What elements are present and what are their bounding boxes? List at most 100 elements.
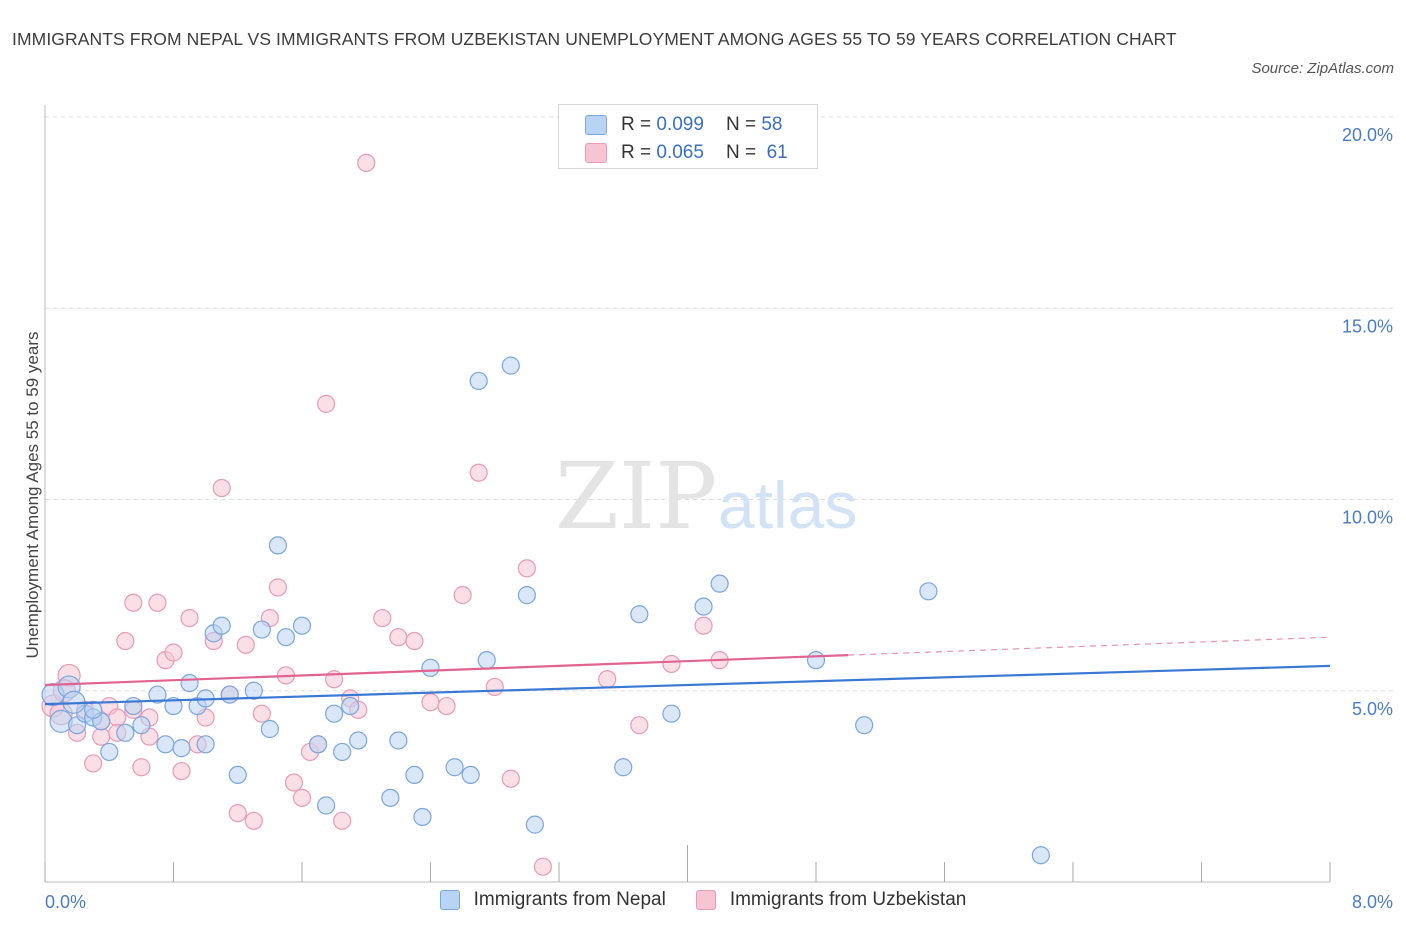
watermark-atlas: atlas xyxy=(718,468,857,542)
y-axis-label: Unemployment Among Ages 55 to 59 years xyxy=(23,332,42,659)
nepal-point-56 xyxy=(196,735,215,754)
uzbek-point-30 xyxy=(284,773,304,792)
uzbek-point-5 xyxy=(84,754,103,773)
uzbek-point-48 xyxy=(501,769,520,788)
nepal-point-33 xyxy=(381,788,400,807)
uzbek-point-51 xyxy=(598,670,617,689)
uzbek-point-21 xyxy=(212,478,231,498)
legend-swatch-uzbek xyxy=(585,143,607,163)
y-tick-label-0: 5.0% xyxy=(1352,699,1393,719)
y-tick-label-1: 10.0% xyxy=(1342,508,1393,528)
nepal-point-49 xyxy=(710,574,729,593)
uzbek-point-41 xyxy=(389,628,408,647)
uzbek-point-39 xyxy=(357,153,376,172)
nepal-point-43 xyxy=(517,586,536,605)
nepal-point-55 xyxy=(124,696,143,716)
uzbek-point-28 xyxy=(268,578,288,597)
uzbek-point-50 xyxy=(533,857,553,876)
uzbek-point-36 xyxy=(333,811,352,830)
nepal-point-40 xyxy=(469,371,488,391)
nepal-point-11 xyxy=(156,735,175,754)
nepal-point-54 xyxy=(84,700,103,719)
uzbek-point-17 xyxy=(180,608,199,628)
uzbek-point-49 xyxy=(517,559,536,578)
uzbek-point-44 xyxy=(437,696,456,716)
legend-row-nepal: R = 0.099 N = 58 xyxy=(585,113,782,137)
nepal-point-44 xyxy=(525,815,545,834)
uzbek-point-23 xyxy=(228,804,247,823)
nepal-point-37 xyxy=(421,658,440,677)
nepal-point-10 xyxy=(148,685,167,704)
uzbek-point-52 xyxy=(630,716,649,735)
nepal-point-42 xyxy=(501,356,520,375)
nepal-point-14 xyxy=(180,673,199,693)
uzbek-point-31 xyxy=(292,788,312,807)
trend-lines xyxy=(44,636,1331,706)
legend-n-label: N = xyxy=(725,142,757,163)
legend-swatch-uzbek xyxy=(695,890,716,910)
nepal-point-19 xyxy=(220,685,239,704)
nepal-point-28 xyxy=(316,796,336,815)
trend-line-uzbek xyxy=(44,654,849,687)
nepal-point-23 xyxy=(260,719,279,739)
nepal-point-41 xyxy=(477,651,496,670)
nepal-point-7 xyxy=(100,742,119,762)
uzbek-point-11 xyxy=(132,758,151,777)
legend-n-value-uzbek: 61 xyxy=(766,142,788,163)
legend-swatch-nepal xyxy=(439,890,460,910)
nepal-point-47 xyxy=(662,704,681,723)
uzbek-point-9 xyxy=(116,631,135,651)
nepal-point-52 xyxy=(919,582,938,601)
nepal-point-9 xyxy=(132,716,151,735)
uzbek-point-45 xyxy=(453,586,472,605)
nepal-point-1 xyxy=(49,709,73,733)
uzbek-point-46 xyxy=(469,463,488,482)
nepal-point-45 xyxy=(614,758,633,777)
uzbek-point-34 xyxy=(316,394,336,413)
nepal-point-20 xyxy=(228,765,247,785)
nepal-point-34 xyxy=(389,731,408,750)
legend-n-value-nepal: 58 xyxy=(761,114,783,135)
uzbek-point-8 xyxy=(108,708,127,727)
x-tick-label-1: 8.0% xyxy=(1352,892,1393,912)
uzbek-point-53 xyxy=(662,654,681,674)
legend-label-nepal: Immigrants from Nepal xyxy=(473,889,666,910)
legend-item-uzbek[interactable]: Immigrants from Uzbekistan xyxy=(695,889,966,911)
legend-item-nepal[interactable]: Immigrants from Nepal xyxy=(439,889,666,911)
nepal-point-21 xyxy=(244,681,263,700)
nepal-point-48 xyxy=(694,597,713,616)
legend-n-label: N = xyxy=(725,114,757,135)
uzbek-point-26 xyxy=(252,704,271,723)
uzbek-point-15 xyxy=(164,643,183,662)
uzbek-point-25 xyxy=(244,811,263,830)
uzbek-point-24 xyxy=(236,635,255,654)
nepal-point-18 xyxy=(212,616,231,635)
uzbek-point-47 xyxy=(485,677,504,697)
legend-r-value-nepal: 0.099 xyxy=(656,114,704,135)
nepal-point-30 xyxy=(333,742,352,762)
nepal-point-36 xyxy=(413,807,432,827)
legend-r-label: R = xyxy=(621,142,652,163)
axes xyxy=(44,105,1331,883)
nepal-point-39 xyxy=(461,765,480,785)
uzbek-point-16 xyxy=(172,761,191,781)
nepal-point-46 xyxy=(630,605,649,624)
nepal-point-50 xyxy=(806,651,826,670)
nepal-point-38 xyxy=(445,758,464,777)
nepal-point-22 xyxy=(252,620,271,639)
uzbek-point-13 xyxy=(148,593,167,612)
grid xyxy=(45,116,1395,692)
nepal-point-35 xyxy=(405,765,424,785)
source-label: Source: ZipAtlas.com xyxy=(1251,60,1394,77)
trend-line-uzbek-extension xyxy=(848,636,1331,656)
uzbek-point-43 xyxy=(421,693,440,712)
nepal-point-12 xyxy=(164,696,183,716)
nepal-point-25 xyxy=(276,628,296,647)
chart-title: IMMIGRANTS FROM NEPAL VS IMMIGRANTS FROM… xyxy=(12,29,1177,49)
correlation-legend: R = 0.099 N = 58 R = 0.065 N = 61 xyxy=(558,104,818,169)
trend-line-nepal xyxy=(44,664,1331,706)
nepal-point-29 xyxy=(325,704,344,723)
series-nepal xyxy=(41,356,1050,865)
nepal-point-24 xyxy=(268,536,288,555)
